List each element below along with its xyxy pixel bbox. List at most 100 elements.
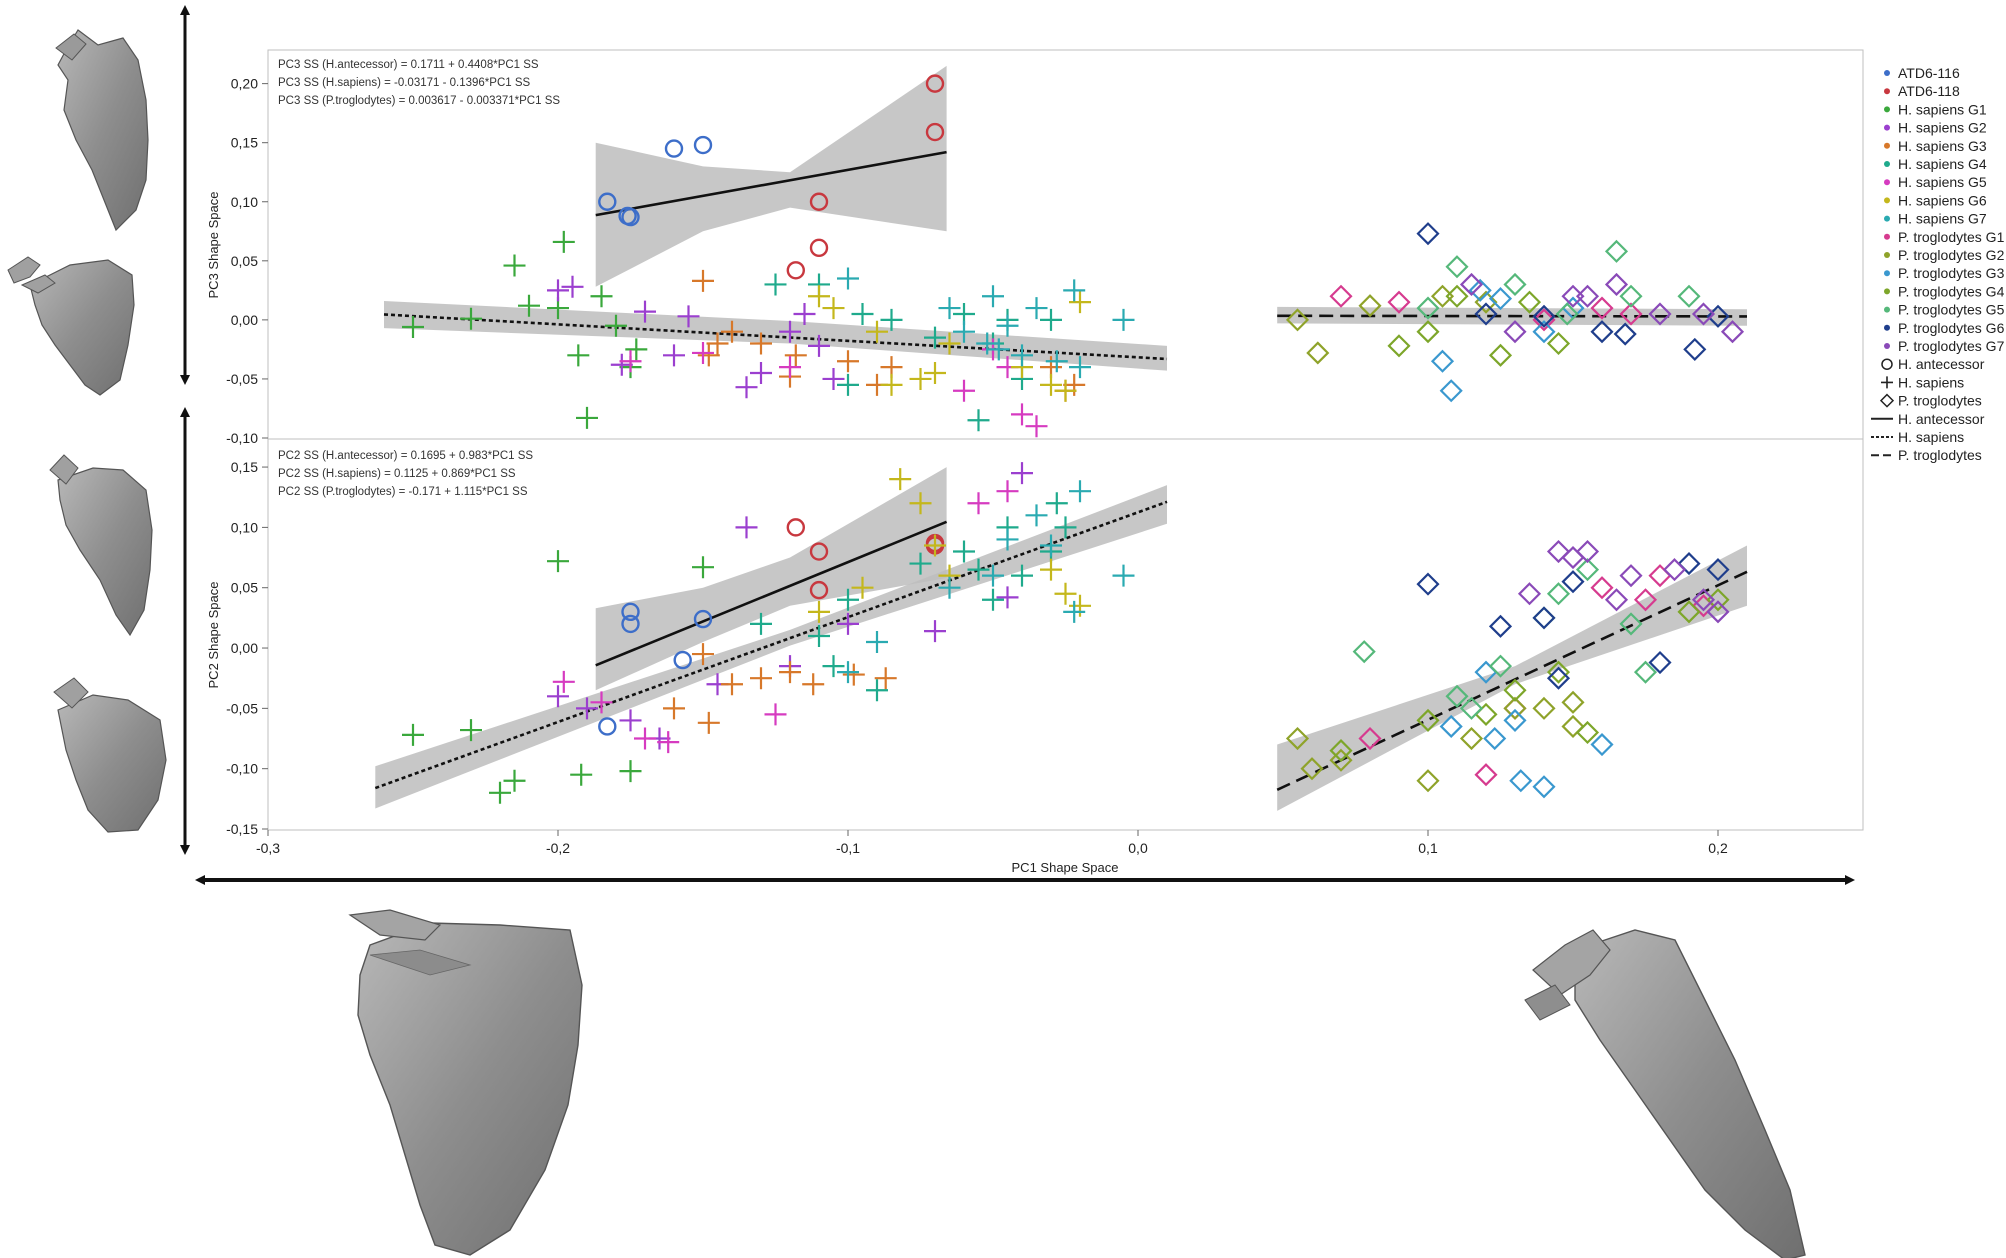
scapula-thumbnail-pc2-high <box>49 454 153 637</box>
data-point <box>460 307 482 330</box>
data-point <box>1720 320 1745 344</box>
data-point <box>570 763 593 786</box>
data-point <box>1488 654 1513 678</box>
data-point <box>1677 552 1701 576</box>
data-point <box>489 781 511 804</box>
legend-label: H. sapiens G3 <box>1898 138 1987 154</box>
scapula-thumbnail-pc2-low <box>53 677 167 833</box>
data-point <box>610 353 633 376</box>
data-point <box>809 238 829 258</box>
legend-label: P. troglodytes G1 <box>1898 229 2005 245</box>
legend-label: P. troglodytes <box>1898 393 1982 409</box>
data-point <box>924 326 946 349</box>
data-point <box>809 192 829 211</box>
data-point <box>837 588 859 611</box>
data-point <box>938 332 961 355</box>
data-point <box>1619 612 1643 636</box>
legend-marker <box>1884 324 1890 331</box>
data-point <box>996 586 1019 609</box>
confidence-band <box>1277 545 1747 811</box>
data-point <box>1069 291 1091 314</box>
data-point <box>677 305 700 328</box>
data-point <box>697 711 720 734</box>
data-point <box>1532 308 1556 332</box>
data-point <box>1063 373 1086 396</box>
shape-direction-arrows <box>180 4 1855 885</box>
data-point <box>706 332 729 355</box>
data-point <box>808 285 830 308</box>
data-point <box>1488 614 1513 638</box>
data-point <box>1387 334 1411 358</box>
data-point <box>1483 726 1507 751</box>
legend-marker <box>1884 197 1890 204</box>
data-point <box>1358 294 1382 318</box>
data-point <box>1532 304 1556 328</box>
data-point <box>1474 763 1498 787</box>
data-point <box>1706 600 1730 624</box>
data-point <box>1488 343 1513 367</box>
data-point <box>1054 582 1077 605</box>
data-point <box>1575 558 1600 582</box>
data-point <box>976 332 999 355</box>
legend-marker <box>1884 306 1890 313</box>
data-point <box>547 685 569 708</box>
data-point <box>1517 290 1542 314</box>
data-point <box>1575 284 1600 308</box>
data-point <box>1445 284 1469 308</box>
legend-label: P. troglodytes G5 <box>1898 302 2005 318</box>
data-point <box>837 612 859 635</box>
data-point <box>561 275 584 298</box>
legend-label: ATD6-116 <box>1898 65 1960 81</box>
data-point <box>909 367 932 390</box>
data-point <box>1532 606 1556 630</box>
data-point <box>664 139 684 158</box>
scapula-large-left <box>348 909 583 1256</box>
data-point <box>1459 696 1484 720</box>
y-tick-label: 0,05 <box>231 580 258 596</box>
data-point <box>1532 775 1556 799</box>
data-point <box>1575 539 1600 564</box>
x-axis-label: PC1 Shape Space <box>1012 860 1119 875</box>
y-tick-label: 0,10 <box>231 194 258 210</box>
data-point <box>924 362 946 385</box>
data-point <box>576 406 598 429</box>
legend-label: H. sapiens G1 <box>1898 101 1987 117</box>
data-point <box>663 344 685 367</box>
x-tick-label: 0,0 <box>1128 840 1148 856</box>
scapula-large-right <box>1524 929 1806 1258</box>
data-point <box>1011 564 1033 587</box>
legend-label: P. troglodytes G4 <box>1898 283 2005 299</box>
data-point <box>1683 337 1707 361</box>
data-point <box>987 338 1010 361</box>
data-point <box>996 314 1019 337</box>
data-point <box>1604 272 1629 296</box>
data-point <box>953 379 975 402</box>
data-point <box>402 723 424 746</box>
data-point <box>938 297 961 320</box>
data-point <box>924 620 946 643</box>
data-point <box>1445 255 1469 279</box>
x-axis-ticks: -0,3 -0,2 -0,1 0,0 0,1 0,2 <box>256 830 1728 856</box>
data-point <box>735 516 758 539</box>
data-point <box>460 719 482 742</box>
y-tick-label: 0,15 <box>231 135 258 151</box>
data-point <box>866 679 888 702</box>
data-point <box>1633 588 1658 612</box>
legend-marker <box>1879 393 1895 408</box>
confidence-band <box>375 485 1167 809</box>
data-point <box>1054 379 1077 402</box>
data-point <box>619 709 642 732</box>
data-point <box>1430 349 1455 373</box>
data-point <box>967 558 990 581</box>
y-axis-label-top: PC3 Shape Space <box>206 192 221 299</box>
y-axis-label-bottom: PC2 Shape Space <box>206 582 221 689</box>
data-point <box>1011 403 1033 426</box>
data-point <box>1532 606 1556 630</box>
data-point <box>1387 290 1411 314</box>
legend-marker <box>1881 358 1893 370</box>
data-point <box>1546 660 1571 684</box>
regression-line <box>595 150 947 217</box>
x-tick-label: -0,1 <box>836 840 860 856</box>
data-point <box>1329 748 1353 772</box>
legend-marker <box>1884 179 1890 186</box>
